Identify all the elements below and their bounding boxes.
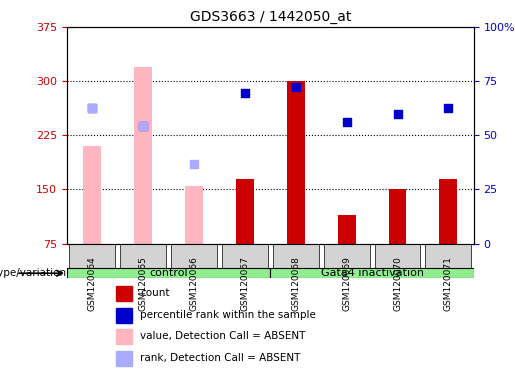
Text: genotype/variation: genotype/variation bbox=[0, 268, 67, 278]
FancyBboxPatch shape bbox=[270, 268, 474, 278]
FancyBboxPatch shape bbox=[121, 243, 166, 268]
Text: GSM120065: GSM120065 bbox=[139, 256, 148, 311]
Text: GSM120071: GSM120071 bbox=[444, 256, 453, 311]
Text: GSM120067: GSM120067 bbox=[241, 256, 249, 311]
Text: Gata4 inactivation: Gata4 inactivation bbox=[320, 268, 423, 278]
Bar bbox=[116, 329, 132, 344]
FancyBboxPatch shape bbox=[70, 243, 115, 268]
Bar bbox=[116, 286, 132, 301]
Point bbox=[139, 123, 147, 129]
Text: GSM120068: GSM120068 bbox=[291, 256, 300, 311]
Bar bbox=[83, 146, 101, 243]
Text: rank, Detection Call = ABSENT: rank, Detection Call = ABSENT bbox=[140, 353, 301, 363]
Text: count: count bbox=[140, 288, 169, 298]
Text: GSM120069: GSM120069 bbox=[342, 256, 351, 311]
FancyBboxPatch shape bbox=[324, 243, 370, 268]
Point bbox=[342, 119, 351, 125]
FancyBboxPatch shape bbox=[67, 268, 270, 278]
Bar bbox=[338, 215, 355, 243]
FancyBboxPatch shape bbox=[273, 243, 319, 268]
Point bbox=[444, 105, 453, 111]
Point bbox=[88, 105, 96, 111]
Bar bbox=[439, 179, 457, 243]
Bar bbox=[287, 81, 305, 243]
Bar bbox=[134, 66, 152, 243]
FancyBboxPatch shape bbox=[374, 243, 420, 268]
Text: GSM120070: GSM120070 bbox=[393, 256, 402, 311]
Bar bbox=[236, 179, 254, 243]
Text: value, Detection Call = ABSENT: value, Detection Call = ABSENT bbox=[140, 331, 305, 341]
Text: percentile rank within the sample: percentile rank within the sample bbox=[140, 310, 316, 319]
FancyBboxPatch shape bbox=[425, 243, 471, 268]
Bar bbox=[185, 186, 203, 243]
Bar bbox=[116, 308, 132, 323]
Text: GSM120064: GSM120064 bbox=[88, 256, 97, 311]
Bar bbox=[389, 189, 406, 243]
FancyBboxPatch shape bbox=[222, 243, 268, 268]
Text: control: control bbox=[149, 268, 188, 278]
Point bbox=[88, 105, 96, 111]
Point bbox=[241, 90, 249, 96]
Text: GSM120066: GSM120066 bbox=[190, 256, 199, 311]
Title: GDS3663 / 1442050_at: GDS3663 / 1442050_at bbox=[190, 10, 351, 25]
Point bbox=[393, 111, 402, 117]
FancyBboxPatch shape bbox=[171, 243, 217, 268]
Point bbox=[291, 84, 300, 90]
Bar bbox=[116, 351, 132, 366]
Point bbox=[139, 123, 147, 129]
Point bbox=[190, 161, 198, 167]
